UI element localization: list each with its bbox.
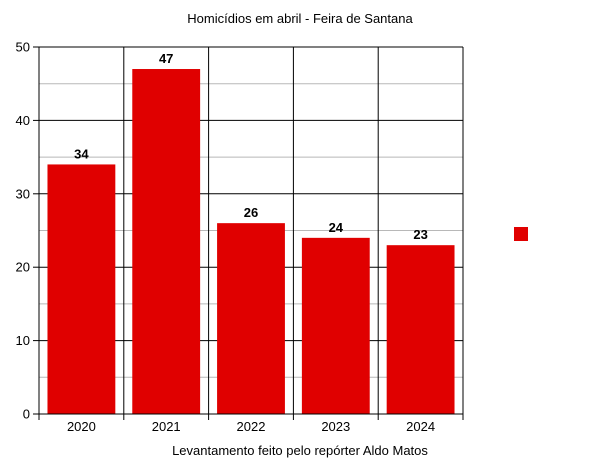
labels: 34 47 26 24 23 0 10 20 30 40 50 2020 2021 2022 2023 202… bbox=[16, 40, 436, 435]
axes bbox=[33, 46, 464, 420]
data-label: 26 bbox=[244, 205, 258, 220]
bar bbox=[386, 245, 455, 414]
data-label: 34 bbox=[74, 146, 89, 161]
x-tick-label: 2024 bbox=[406, 419, 435, 434]
bars bbox=[47, 69, 455, 415]
bar bbox=[217, 223, 285, 414]
x-tick-label: 2020 bbox=[67, 419, 96, 434]
x-tick-label: 2023 bbox=[321, 419, 350, 434]
bar bbox=[132, 69, 201, 415]
y-tick-label: 10 bbox=[16, 333, 30, 348]
x-tick-label: 2022 bbox=[237, 419, 266, 434]
bar bbox=[47, 164, 116, 414]
data-label: 47 bbox=[159, 51, 173, 66]
legend-swatch bbox=[514, 227, 528, 241]
data-label: 23 bbox=[413, 227, 427, 242]
chart-title: Homicídios em abril - Feira de Santana bbox=[187, 11, 413, 26]
bar bbox=[301, 237, 370, 414]
x-tick-label: 2021 bbox=[152, 419, 181, 434]
y-tick-label: 0 bbox=[23, 407, 30, 422]
y-tick-label: 40 bbox=[16, 113, 30, 128]
y-tick-label: 50 bbox=[16, 40, 30, 55]
data-label: 24 bbox=[329, 220, 344, 235]
y-tick-label: 30 bbox=[16, 186, 30, 201]
y-tick-label: 20 bbox=[16, 260, 30, 275]
x-axis-label: Levantamento feito pelo repórter Aldo Ma… bbox=[172, 443, 428, 458]
